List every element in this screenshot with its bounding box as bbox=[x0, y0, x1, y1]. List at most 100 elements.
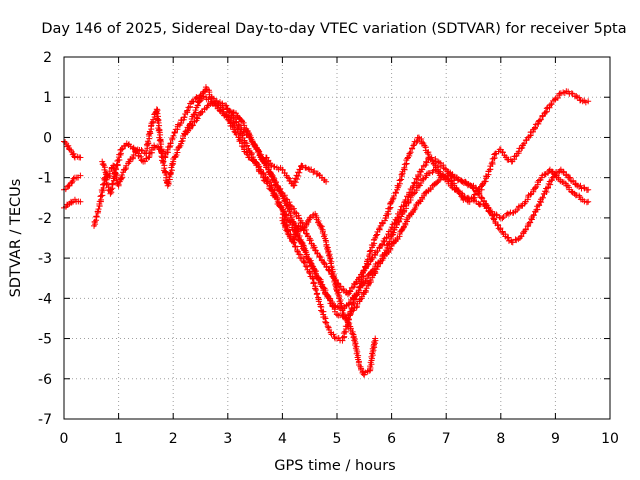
data-point bbox=[309, 275, 316, 282]
data-point bbox=[143, 141, 150, 148]
data-point bbox=[410, 142, 417, 149]
data-point bbox=[268, 171, 275, 178]
data-point bbox=[401, 223, 408, 230]
data-point bbox=[518, 233, 525, 240]
data-point bbox=[187, 125, 194, 132]
data-point bbox=[291, 221, 298, 228]
data-point bbox=[133, 147, 140, 154]
y-tick-label: 2 bbox=[43, 50, 52, 66]
data-point bbox=[327, 260, 334, 267]
series-track-6 bbox=[181, 97, 592, 298]
data-point bbox=[326, 267, 333, 274]
data-point bbox=[351, 337, 358, 344]
data-point bbox=[306, 214, 313, 221]
data-point bbox=[281, 219, 288, 226]
data-point bbox=[465, 181, 472, 188]
x-axis-ticks: 0 1 2 3 4 5 6 7 8 9 10 bbox=[60, 57, 619, 447]
data-point bbox=[170, 132, 177, 139]
data-point bbox=[409, 145, 416, 152]
data-point bbox=[325, 249, 332, 256]
data-point bbox=[372, 252, 379, 259]
data-point bbox=[429, 157, 436, 164]
data-point bbox=[68, 179, 75, 186]
series-track-1 bbox=[61, 138, 84, 161]
series-track-8 bbox=[263, 154, 330, 189]
data-point bbox=[322, 318, 329, 325]
data-point bbox=[457, 177, 464, 184]
data-point bbox=[294, 176, 301, 183]
data-point bbox=[387, 200, 394, 207]
data-point bbox=[323, 243, 330, 250]
data-point bbox=[178, 138, 185, 145]
x-tick-label: 2 bbox=[169, 431, 178, 447]
data-point bbox=[77, 172, 84, 179]
data-point bbox=[240, 119, 247, 126]
data-point bbox=[330, 331, 337, 338]
y-tick-label: -7 bbox=[38, 412, 52, 428]
data-point bbox=[302, 263, 309, 270]
x-tick-label: 9 bbox=[551, 431, 560, 447]
data-point bbox=[475, 189, 482, 196]
data-point bbox=[189, 122, 196, 129]
y-tick-label: 1 bbox=[43, 90, 52, 106]
data-point bbox=[346, 300, 353, 307]
data-point bbox=[499, 228, 506, 235]
y-tick-label: -2 bbox=[38, 211, 52, 227]
data-point bbox=[441, 173, 448, 180]
data-point bbox=[299, 163, 306, 170]
data-point bbox=[317, 254, 324, 261]
data-point bbox=[493, 211, 500, 218]
data-point bbox=[93, 213, 100, 220]
x-tick-label: 8 bbox=[496, 431, 505, 447]
data-point bbox=[184, 107, 191, 114]
data-point bbox=[526, 219, 533, 226]
data-point bbox=[325, 324, 332, 331]
data-point bbox=[371, 338, 378, 345]
data-point bbox=[101, 175, 108, 182]
data-point bbox=[157, 147, 164, 154]
data-point bbox=[95, 206, 102, 213]
data-point bbox=[231, 128, 238, 135]
y-tick-label: -4 bbox=[38, 291, 52, 307]
data-point bbox=[451, 186, 458, 193]
data-point bbox=[372, 232, 379, 239]
data-point bbox=[108, 186, 115, 193]
y-tick-label: 0 bbox=[43, 130, 52, 146]
data-point bbox=[355, 287, 362, 294]
data-point bbox=[331, 334, 338, 341]
data-point bbox=[260, 174, 267, 181]
data-point bbox=[115, 181, 122, 188]
data-point bbox=[515, 148, 522, 155]
data-point bbox=[159, 157, 166, 164]
data-point bbox=[356, 275, 363, 282]
data-point bbox=[505, 210, 512, 217]
data-point bbox=[323, 263, 330, 270]
data-point bbox=[310, 169, 317, 176]
data-point bbox=[144, 138, 151, 145]
grid-lines bbox=[64, 57, 610, 419]
data-points bbox=[61, 84, 592, 378]
data-point bbox=[568, 90, 575, 97]
data-point bbox=[350, 334, 357, 341]
data-point bbox=[465, 194, 472, 201]
data-point bbox=[209, 100, 216, 107]
data-point bbox=[521, 140, 528, 147]
data-point bbox=[494, 221, 501, 228]
series-track-9 bbox=[279, 210, 379, 378]
data-point bbox=[413, 139, 420, 146]
data-point bbox=[442, 165, 449, 172]
data-point bbox=[414, 176, 421, 183]
x-tick-label: 6 bbox=[387, 431, 396, 447]
data-point bbox=[530, 212, 537, 219]
data-point bbox=[311, 244, 318, 251]
data-point bbox=[448, 173, 455, 180]
y-axis-ticks: 2 1 0 -1 -2 -3 -4 -5 -6 -7 bbox=[38, 50, 610, 428]
data-point bbox=[310, 280, 317, 287]
data-point bbox=[315, 298, 322, 305]
data-point bbox=[306, 270, 313, 277]
data-point bbox=[477, 194, 484, 201]
y-tick-label: -6 bbox=[38, 372, 52, 388]
y-tick-label: -5 bbox=[38, 332, 52, 348]
data-point bbox=[539, 194, 546, 201]
